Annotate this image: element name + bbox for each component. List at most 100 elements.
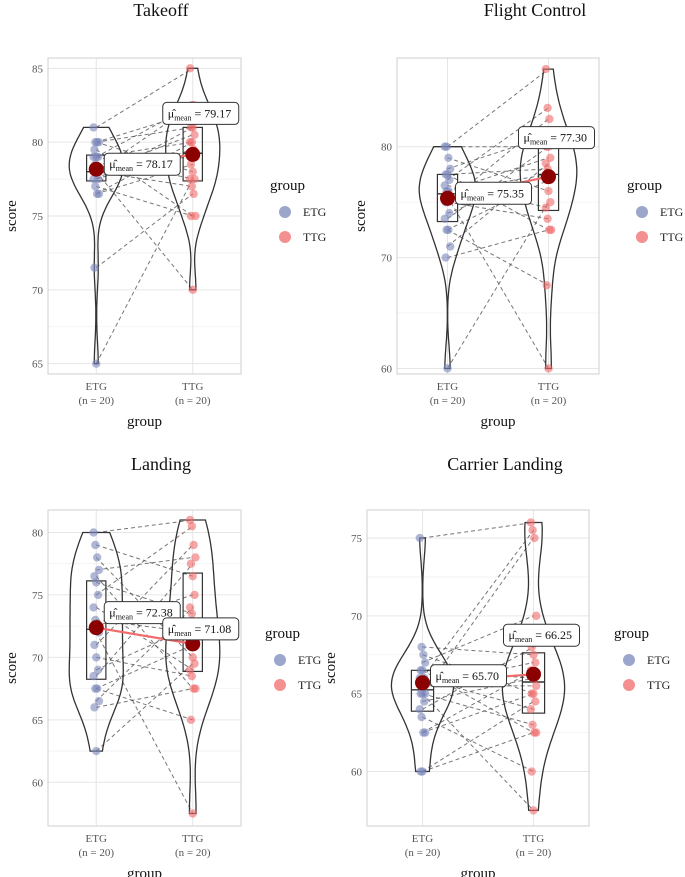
legend: group ETG TTG	[265, 626, 322, 692]
paired-line	[96, 141, 193, 195]
y-tick-label: 60	[381, 363, 393, 375]
paired-line	[96, 126, 193, 143]
y-tick-label: 85	[32, 63, 44, 75]
x-tick-label: ETG	[86, 833, 107, 845]
data-point-ttg	[547, 225, 556, 235]
x-tick-n-label: (n = 20)	[175, 395, 211, 407]
mean-label-text: μ̂mean = 65.70	[436, 669, 500, 685]
legend-label-etg: ETG	[660, 205, 684, 219]
mean-label-text: μ̂mean = 71.08	[168, 622, 232, 638]
data-point-ttg	[190, 659, 199, 668]
legend-key-etg	[636, 206, 648, 218]
y-tick-label: 70	[351, 611, 363, 623]
legend-label-etg: ETG	[303, 205, 327, 219]
data-point-ttg	[543, 214, 552, 223]
legend-label-ttg: TTG	[303, 230, 327, 244]
mean-label-text: μ̂mean = 75.35	[461, 186, 525, 202]
legend-key-ttg	[636, 231, 648, 243]
data-point-etg	[92, 684, 102, 693]
data-point-ttg	[188, 571, 197, 581]
y-axis-title: score	[353, 200, 369, 232]
legend-key-etg	[623, 654, 635, 666]
paired-line	[95, 149, 194, 217]
y-tick-label: 70	[32, 285, 44, 297]
violin-etg	[68, 126, 124, 365]
paired-line	[96, 556, 193, 571]
data-point-etg	[91, 540, 100, 550]
data-point-ttg	[528, 526, 537, 535]
data-point-etg	[90, 640, 99, 650]
data-point-etg	[446, 242, 455, 251]
x-tick-n-label: (n = 20)	[531, 395, 567, 407]
data-point-etg	[443, 364, 452, 373]
data-point-etg	[93, 590, 103, 600]
data-point-etg	[94, 189, 104, 199]
data-point-etg	[89, 152, 98, 162]
mean-point-ttg	[541, 169, 556, 185]
data-point-ttg	[532, 681, 541, 691]
data-point-etg	[444, 153, 453, 162]
paired-line	[447, 68, 549, 148]
paired-line	[95, 67, 194, 128]
panel-carrier-landing: 60 65 70 75 ETG (n = 20) TTG (n = 20) group score…	[323, 454, 671, 877]
mean-point-etg	[88, 161, 104, 177]
data-point-etg	[89, 123, 98, 132]
data-point-etg	[89, 671, 98, 681]
y-tick-label: 75	[32, 590, 44, 602]
data-point-etg	[419, 650, 428, 659]
y-tick-label: 80	[32, 527, 44, 539]
mean-label-ttg: μ̂mean = 66.25	[503, 623, 580, 647]
data-point-etg	[94, 696, 104, 706]
paired-line	[447, 201, 549, 369]
paired-line	[422, 615, 534, 664]
paired-line	[447, 201, 549, 220]
legend-key-ttg	[274, 679, 286, 691]
paired-line	[422, 521, 534, 539]
legend-title: group	[265, 626, 300, 642]
data-point-ttg	[187, 522, 197, 531]
data-point-ttg	[187, 137, 197, 147]
data-point-ttg	[188, 285, 197, 295]
paired-line	[95, 607, 194, 671]
x-tick-n-label: (n = 20)	[78, 847, 114, 859]
data-point-ttg	[187, 671, 197, 681]
legend-label-ttg: TTG	[298, 678, 322, 692]
y-tick-label: 65	[32, 359, 44, 371]
data-point-ttg	[545, 114, 554, 124]
data-point-etg	[442, 142, 451, 151]
data-point-etg	[415, 705, 424, 714]
data-point-ttg	[186, 559, 196, 568]
data-point-ttg	[530, 533, 539, 543]
paired-line	[422, 701, 534, 772]
legend-label-etg: ETG	[298, 653, 322, 667]
panel-title: Carrier Landing	[447, 454, 562, 474]
x-tick-n-label: (n = 20)	[430, 395, 466, 407]
violin-ttg	[501, 521, 566, 812]
y-tick-label: 70	[32, 652, 44, 664]
data-point-etg	[89, 603, 98, 612]
x-axis-title: group	[461, 866, 496, 877]
plot-border	[47, 57, 242, 375]
data-point-etg	[92, 553, 102, 562]
x-tick-n-label: (n = 20)	[78, 395, 114, 407]
mean-label-text: μ̂mean = 66.25	[509, 628, 573, 644]
data-point-ttg	[529, 806, 538, 815]
mean-label-etg: μ̂mean = 65.70	[430, 664, 507, 688]
data-point-ttg	[186, 160, 196, 169]
data-point-etg	[421, 728, 430, 737]
y-tick-label: 80	[381, 142, 393, 154]
data-point-ttg	[189, 540, 198, 550]
y-tick-label: 75	[351, 533, 363, 545]
mean-point-etg	[440, 190, 455, 206]
data-point-etg	[417, 642, 426, 652]
paired-line	[95, 171, 194, 291]
paired-line	[422, 677, 534, 702]
data-point-ttg	[189, 189, 198, 199]
data-point-ttg	[186, 211, 196, 221]
data-point-etg	[92, 746, 101, 756]
mean-label-box	[430, 664, 507, 688]
x-tick-label: TTG	[182, 381, 203, 393]
data-point-etg	[94, 137, 104, 147]
plot-background	[48, 510, 241, 826]
mean-point-etg	[415, 675, 430, 691]
